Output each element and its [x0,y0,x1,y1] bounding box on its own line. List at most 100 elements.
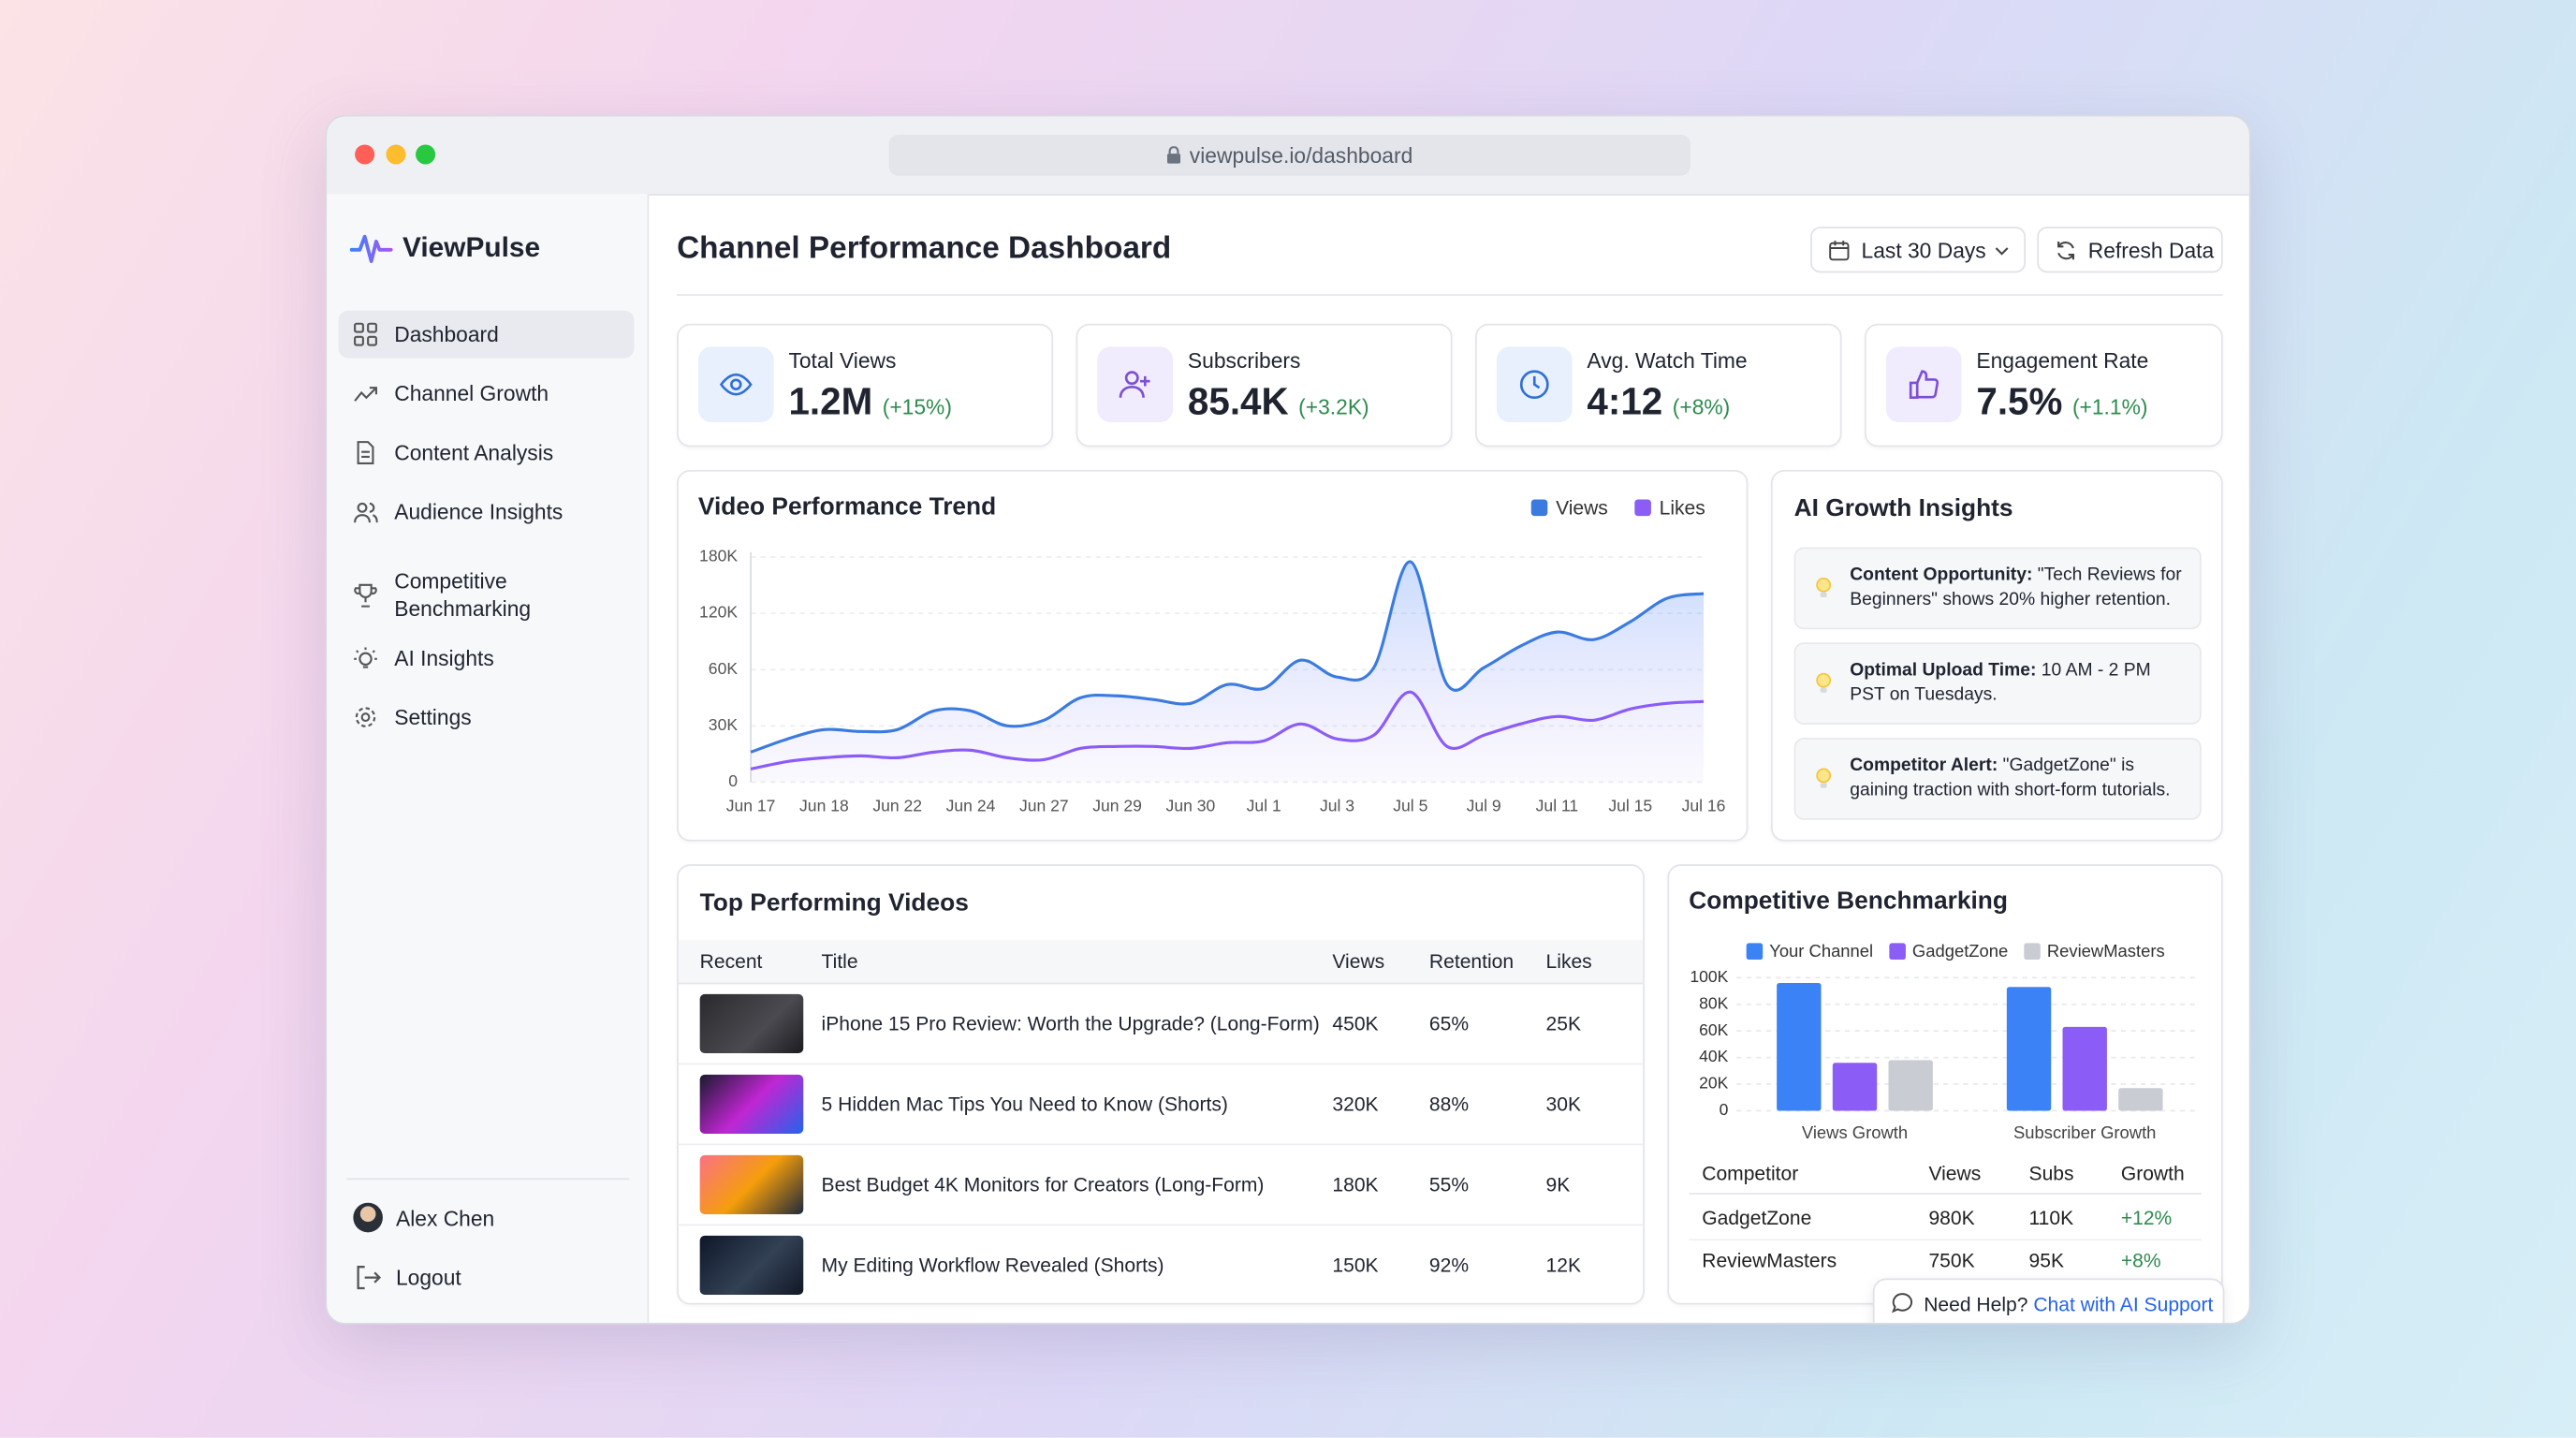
legend-swatch [1889,943,1906,960]
table-cell: +8% [2121,1250,2161,1271]
y-tick-label: 60K [709,659,739,678]
column-header: Views [1332,949,1385,974]
x-tick-label: Jun 27 [1019,796,1069,814]
title-bar: viewpulse.io/dashboard [327,116,2249,196]
nav-item[interactable]: Dashboard [338,310,635,359]
y-tick-label: 80K [1699,993,1729,1012]
x-tick-label: Views Growth [1802,1123,1908,1142]
help-link[interactable]: Chat with AI Support [2033,1293,2214,1316]
nav-icon [354,647,377,668]
table-header: Subs [2029,1163,2074,1184]
refresh-button[interactable]: Refresh Data [2037,227,2223,273]
x-tick-label: Jun 17 [726,796,776,814]
bar [2006,987,2052,1111]
legend-swatch [2024,943,2041,960]
nav-item[interactable]: Content Analysis [339,429,635,477]
kpi-icon [697,346,774,423]
insight-text: "GadgetZone" is gaining traction with sh… [1850,756,2171,800]
kpi-icon [1496,346,1573,423]
nav-item[interactable]: Competitive Benchmarking [339,562,635,627]
y-tick-label: 180K [699,547,738,565]
logout-link[interactable]: Logout [395,1265,461,1290]
calendar-icon [1829,241,1850,261]
kpi-card: Subscribers 85.4K (+3.2K) [1076,323,1453,448]
nav-item[interactable]: Settings [339,694,635,741]
column-header: Likes [1545,949,1592,974]
nav-item[interactable]: AI Insights [339,634,635,682]
table-cell: 88% [1428,1093,1470,1116]
top-videos-title: Top Performing Videos [699,888,969,917]
trend-chart: Video Performance Trend 0 30K 60K 120K 180K J… [698,492,1726,814]
top-videos-card: Top Performing Videos Recent Title Views Re… [677,864,1645,1305]
bulb-icon [1816,672,1832,693]
zoom-button[interactable] [416,144,436,165]
browser-window: viewpulse.io/dashboard ViewPulse Alex Ch… [325,114,2251,1325]
kpi-label: Total Views [788,348,897,374]
legend-label: GadgetZone [1912,941,2008,961]
lock-icon [1167,146,1181,164]
logout-icon [357,1266,382,1290]
x-tick-label: Jul 9 [1467,796,1501,814]
table-cell: 12K [1545,1254,1582,1277]
close-button[interactable] [355,144,375,165]
column-header: Retention [1428,949,1515,974]
x-tick-label: Jun 29 [1092,796,1142,814]
column-header: Title [821,949,858,974]
kpi-value-row: 7.5% (+1.1%) [1976,379,2147,423]
table-header: Growth [2121,1163,2185,1184]
table-cell: 750K [1928,1250,1974,1271]
table-row[interactable] [678,1145,1644,1226]
minimize-button[interactable] [386,144,406,165]
y-tick-label: 20K [1699,1074,1729,1093]
table-cell: 9K [1545,1173,1571,1196]
nav-item[interactable]: Channel Growth [339,370,635,418]
kpi-value: 1.2M [788,379,873,423]
table-divider [1689,1193,2202,1195]
legend-label: ReviewMasters [2047,941,2165,961]
refresh-label: Refresh Data [2087,237,2215,262]
address-bar[interactable]: viewpulse.io/dashboard [888,134,1690,176]
x-tick-label: Jul 16 [1682,796,1726,814]
kpi-label: Subscribers [1187,348,1301,374]
date-range-label: Last 30 Days [1861,237,1986,262]
kpi-change: (+8%) [1672,394,1731,419]
row-divider [1689,1239,2202,1241]
legend-label: Views [1556,498,1608,520]
bar [2062,1026,2107,1111]
help-widget[interactable]: Need Help? Chat with AI Support [1872,1278,2225,1323]
icon [1909,370,1939,400]
kpi-change: (+1.1%) [2071,394,2148,419]
legend-swatch [1746,943,1764,960]
table-row[interactable] [678,1064,1644,1146]
nav-label: Competitive Benchmarking [394,568,532,622]
area [751,561,1705,783]
video-thumbnail [699,1074,804,1135]
table-cell: 65% [1428,1012,1470,1035]
user-name[interactable]: Alex Chen [395,1206,495,1231]
insight-item: Competitor Alert: "GadgetZone" is gainin… [1793,738,2202,820]
table-cell: 980K [1928,1208,1974,1229]
table-cell: My Editing Workflow Revealed (Shorts) [821,1254,1164,1277]
y-tick-label: 0 [1720,1100,1729,1119]
table-cell: Best Budget 4K Monitors for Creators (Lo… [821,1173,1265,1196]
bulb-icon [1816,768,1832,788]
insights-title: AI Growth Insights [1793,494,2013,523]
table-cell: 25K [1545,1012,1582,1035]
line [750,690,1705,770]
nav-icon [354,322,377,346]
x-tick-label: Jun 30 [1166,796,1216,814]
line [750,560,1705,754]
x-tick-label: Jul 11 [1536,796,1579,814]
table-cell: 450K [1332,1012,1379,1035]
nav-item[interactable]: Audience Insights [339,488,635,536]
benchmark-card: Competitive Benchmarking 0 20K 40K 60K 80K 10… [1667,864,2223,1305]
date-range-button[interactable]: Last 30 Days [1810,227,2027,273]
table-row[interactable] [678,984,1644,1065]
x-tick-label: Jun 22 [872,796,922,814]
url-text: viewpulse.io/dashboard [1189,142,1413,169]
icon [1519,370,1549,400]
x-tick-label: Subscriber Growth [2013,1123,2156,1142]
insight-item: Content Opportunity: "Tech Reviews for B… [1793,547,2202,630]
